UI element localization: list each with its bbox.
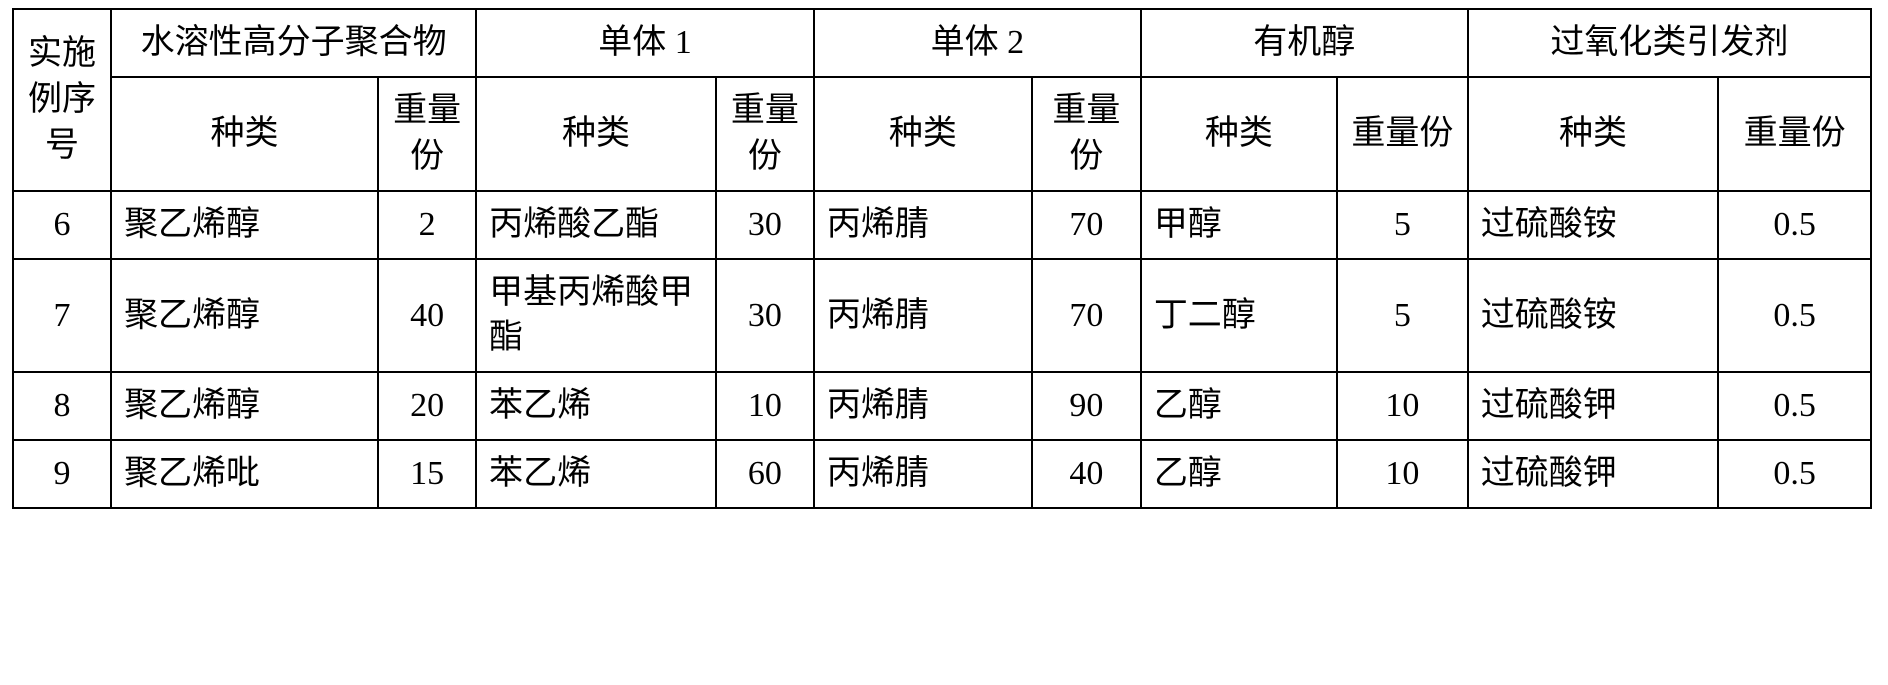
cell-m2-type: 丙烯腈	[814, 440, 1032, 508]
cell-poly-type: 聚乙烯吡	[111, 440, 378, 508]
cell-init-type: 过硫酸铵	[1468, 259, 1719, 373]
cell-m1-type: 丙烯酸乙酯	[476, 191, 716, 259]
cell-m1-w: 30	[716, 191, 814, 259]
cell-alc-type: 甲醇	[1141, 191, 1337, 259]
cell-alc-type: 乙醇	[1141, 440, 1337, 508]
cell-init-w: 0.5	[1718, 440, 1871, 508]
cell-m1-w: 60	[716, 440, 814, 508]
cell-alc-w: 5	[1337, 259, 1468, 373]
cell-m2-w: 40	[1032, 440, 1141, 508]
col-alc-type: 种类	[1141, 77, 1337, 191]
table-row: 8 聚乙烯醇 20 苯乙烯 10 丙烯腈 90 乙醇 10 过硫酸钾 0.5	[13, 372, 1871, 440]
cell-init-w: 0.5	[1718, 191, 1871, 259]
cell-m1-w: 30	[716, 259, 814, 373]
col-example-no: 实施例序号	[13, 9, 111, 191]
cell-poly-w: 15	[378, 440, 476, 508]
cell-poly-type: 聚乙烯醇	[111, 191, 378, 259]
cell-m2-type: 丙烯腈	[814, 191, 1032, 259]
cell-m1-type: 甲基丙烯酸甲酯	[476, 259, 716, 373]
cell-m2-w: 70	[1032, 259, 1141, 373]
cell-poly-type: 聚乙烯醇	[111, 372, 378, 440]
cell-m1-type: 苯乙烯	[476, 440, 716, 508]
cell-poly-w: 20	[378, 372, 476, 440]
cell-init-type: 过硫酸钾	[1468, 372, 1719, 440]
col-init-weight: 重量份	[1718, 77, 1871, 191]
col-monomer2: 单体 2	[814, 9, 1141, 77]
cell-alc-type: 丁二醇	[1141, 259, 1337, 373]
header-row-2: 种类 重量份 种类 重量份 种类 重量份 种类 重量份 种类 重量份	[13, 77, 1871, 191]
cell-alc-w: 10	[1337, 372, 1468, 440]
cell-poly-type: 聚乙烯醇	[111, 259, 378, 373]
col-m1-weight: 重量份	[716, 77, 814, 191]
cell-id: 9	[13, 440, 111, 508]
cell-alc-w: 5	[1337, 191, 1468, 259]
col-polymer-weight: 重量份	[378, 77, 476, 191]
cell-init-w: 0.5	[1718, 372, 1871, 440]
cell-m2-w: 90	[1032, 372, 1141, 440]
composition-table: 实施例序号 水溶性高分子聚合物 单体 1 单体 2 有机醇 过氧化类引发剂 种类…	[12, 8, 1872, 509]
col-init-type: 种类	[1468, 77, 1719, 191]
col-monomer1: 单体 1	[476, 9, 814, 77]
col-alc-weight: 重量份	[1337, 77, 1468, 191]
cell-m2-type: 丙烯腈	[814, 259, 1032, 373]
cell-init-w: 0.5	[1718, 259, 1871, 373]
cell-id: 6	[13, 191, 111, 259]
cell-init-type: 过硫酸铵	[1468, 191, 1719, 259]
col-m2-weight: 重量份	[1032, 77, 1141, 191]
col-polymer: 水溶性高分子聚合物	[111, 9, 476, 77]
cell-alc-type: 乙醇	[1141, 372, 1337, 440]
cell-poly-w: 40	[378, 259, 476, 373]
cell-alc-w: 10	[1337, 440, 1468, 508]
col-m1-type: 种类	[476, 77, 716, 191]
table-row: 7 聚乙烯醇 40 甲基丙烯酸甲酯 30 丙烯腈 70 丁二醇 5 过硫酸铵 0…	[13, 259, 1871, 373]
col-initiator: 过氧化类引发剂	[1468, 9, 1871, 77]
cell-m1-type: 苯乙烯	[476, 372, 716, 440]
table-row: 6 聚乙烯醇 2 丙烯酸乙酯 30 丙烯腈 70 甲醇 5 过硫酸铵 0.5	[13, 191, 1871, 259]
cell-m2-type: 丙烯腈	[814, 372, 1032, 440]
cell-m2-w: 70	[1032, 191, 1141, 259]
col-polymer-type: 种类	[111, 77, 378, 191]
col-m2-type: 种类	[814, 77, 1032, 191]
table-row: 9 聚乙烯吡 15 苯乙烯 60 丙烯腈 40 乙醇 10 过硫酸钾 0.5	[13, 440, 1871, 508]
col-alcohol: 有机醇	[1141, 9, 1468, 77]
cell-poly-w: 2	[378, 191, 476, 259]
cell-id: 7	[13, 259, 111, 373]
cell-m1-w: 10	[716, 372, 814, 440]
header-row-1: 实施例序号 水溶性高分子聚合物 单体 1 单体 2 有机醇 过氧化类引发剂	[13, 9, 1871, 77]
cell-id: 8	[13, 372, 111, 440]
cell-init-type: 过硫酸钾	[1468, 440, 1719, 508]
